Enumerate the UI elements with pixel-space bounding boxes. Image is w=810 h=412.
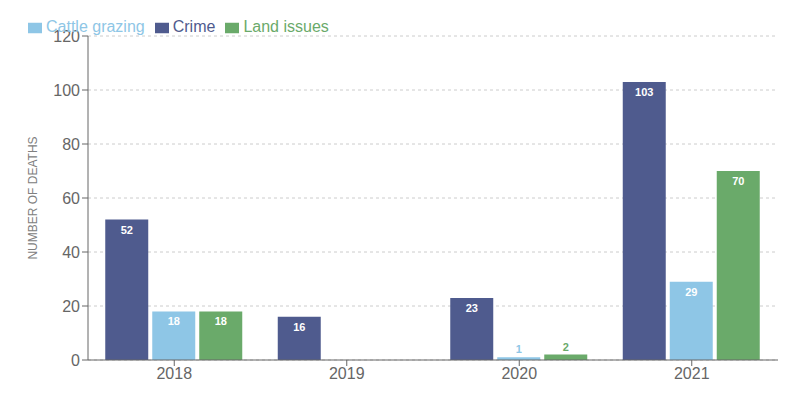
svg-text:70: 70 (732, 175, 744, 187)
svg-text:40: 40 (62, 244, 80, 261)
svg-text:80: 80 (62, 136, 80, 153)
svg-text:2018: 2018 (156, 365, 192, 382)
svg-text:52: 52 (121, 224, 133, 236)
svg-text:2021: 2021 (674, 365, 710, 382)
svg-text:16: 16 (293, 321, 305, 333)
svg-text:2020: 2020 (501, 365, 537, 382)
svg-text:120: 120 (53, 28, 80, 45)
svg-text:20: 20 (62, 298, 80, 315)
svg-text:103: 103 (635, 86, 653, 98)
svg-text:18: 18 (168, 315, 180, 327)
svg-text:1: 1 (516, 343, 522, 355)
svg-text:18: 18 (215, 315, 227, 327)
svg-text:NUMBER OF DEATHS: NUMBER OF DEATHS (26, 136, 40, 259)
svg-text:2019: 2019 (329, 365, 365, 382)
svg-text:23: 23 (466, 302, 478, 314)
svg-text:60: 60 (62, 190, 80, 207)
svg-text:0: 0 (71, 352, 80, 369)
svg-text:29: 29 (685, 286, 697, 298)
svg-text:2: 2 (563, 341, 569, 353)
svg-text:100: 100 (53, 82, 80, 99)
